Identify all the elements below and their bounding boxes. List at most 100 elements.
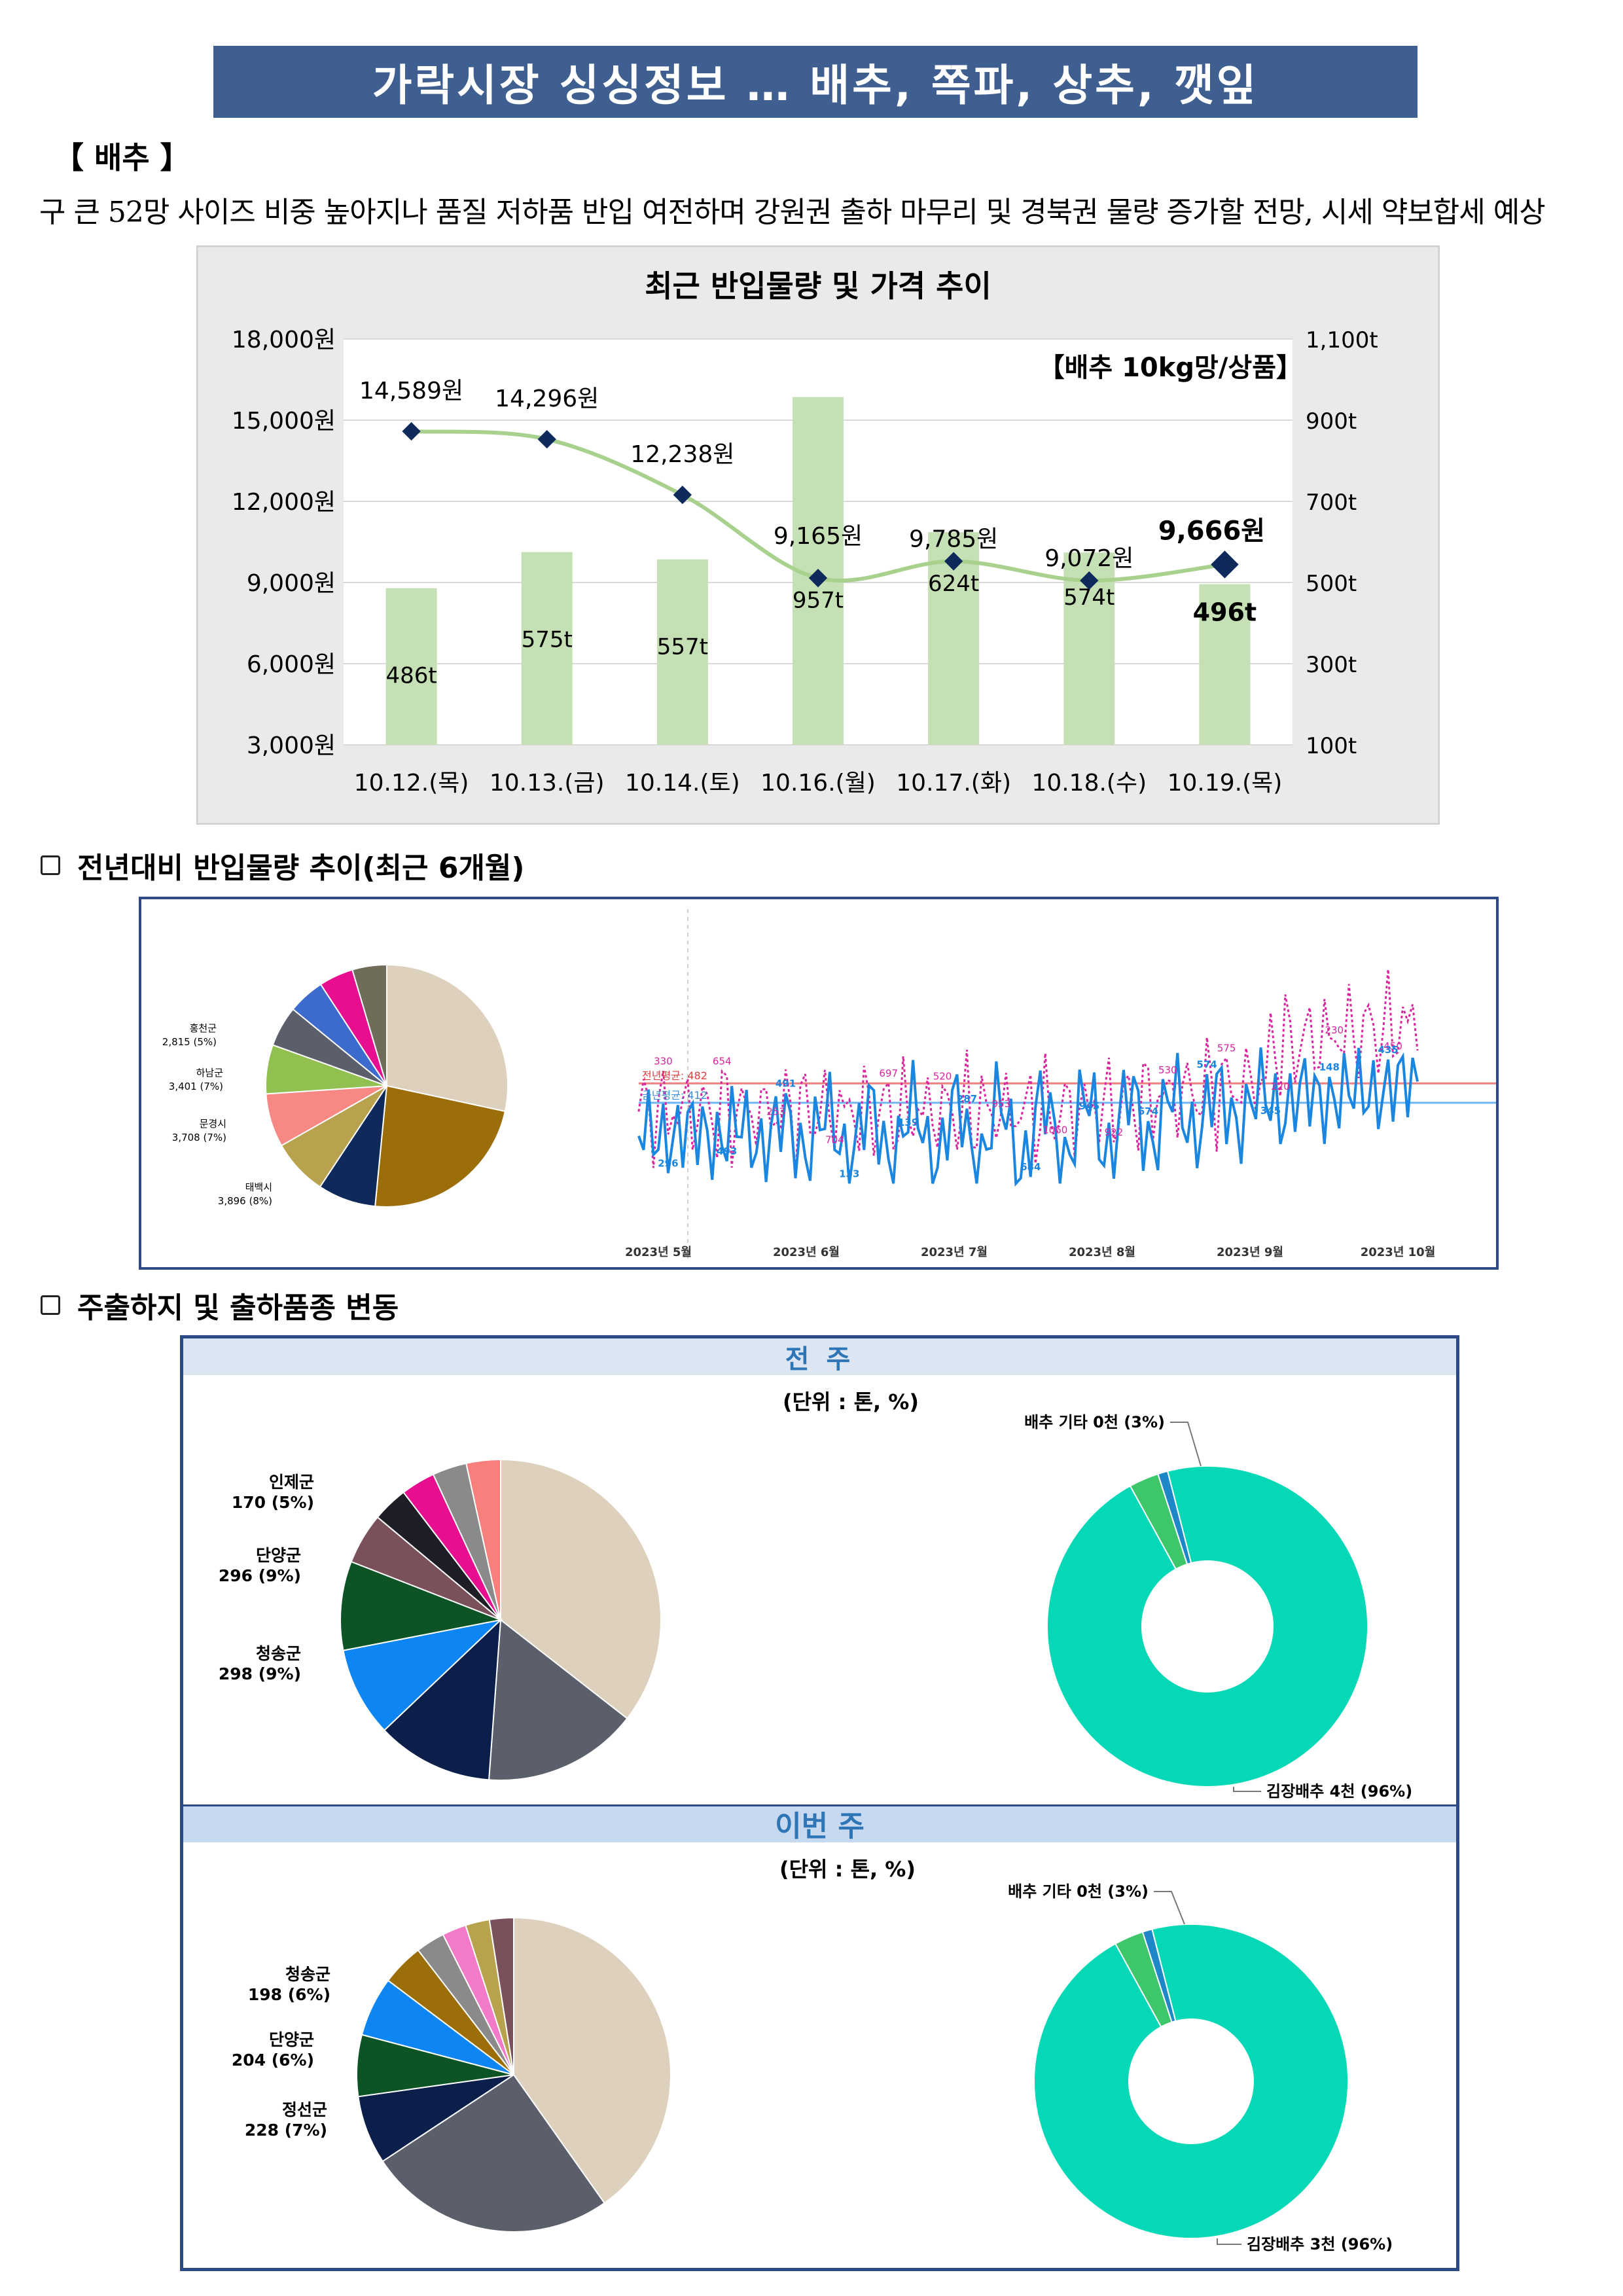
page-title: 가락시장 싱싱정보 … 배추, 쪽파, 상추, 깻잎 xyxy=(213,46,1418,118)
volume-bar xyxy=(1199,584,1251,745)
pie-slice xyxy=(488,1916,514,2075)
price-label: 12,238원 xyxy=(630,441,734,468)
leader-line xyxy=(1217,2238,1241,2245)
pie-label: 170 (5%) xyxy=(232,1493,314,1512)
price-label: 9,666원 xyxy=(1158,516,1265,546)
price-marker xyxy=(808,569,828,588)
pie-slice xyxy=(1046,1465,1368,1787)
category-label: 10.12.(목) xyxy=(354,770,469,797)
category-label: 10.13.(금) xyxy=(490,770,605,797)
pie-label: 청송군 xyxy=(285,1965,330,1984)
left-tick-label: 6,000원 xyxy=(247,651,336,678)
left-tick-label: 15,000원 xyxy=(232,408,336,435)
pie-label: 단양군 xyxy=(269,2030,314,2049)
pie-label: 문경시 xyxy=(200,1118,226,1130)
pie-label: 하남군 xyxy=(196,1067,224,1079)
this-year-point-label: 674 xyxy=(1138,1105,1158,1117)
yoy-charts: 태백시 3,896 (8%) 문경시 3,708 (7%) 하남군 3,401 (7%) 홍… xyxy=(162,909,1496,1259)
origin-charts: (단위 : 톤, %) (단위 : 톤, %) 청송군 298 (9%) 단양군 29… xyxy=(219,1390,1412,2253)
last-year-point-label: 253 xyxy=(766,1106,785,1118)
last-year-point-label: 230 xyxy=(1325,1024,1344,1036)
this-year-point-label: 345 xyxy=(1260,1105,1281,1117)
category-label: 10.19.(목) xyxy=(1168,770,1283,797)
origin-heading-text: 주출하지 및 출하품종 변동 xyxy=(77,1291,399,1325)
pie-label: 3,401 (7%) xyxy=(169,1081,223,1092)
ref-last-label: 전년평균: 482 xyxy=(642,1069,707,1082)
volume-label: 496t xyxy=(1193,598,1257,626)
price-label: 9,072원 xyxy=(1044,545,1133,572)
last-year-point-label: 520 xyxy=(933,1071,952,1083)
pie-slice xyxy=(1157,1470,1192,1566)
origin-panel: 전 주 이번 주 (단위 : 톤, %) (단위 : 톤, %) 청송군 298 … xyxy=(180,1335,1459,2271)
last-year-point-label: 1060 xyxy=(1043,1124,1067,1136)
right-tick-label: 100t xyxy=(1306,733,1357,759)
volume-bar xyxy=(385,588,437,745)
pie-slice xyxy=(351,963,387,1086)
yoy-origin-pie: 태백시 3,896 (8%) 문경시 3,708 (7%) 하남군 3,401 (7%) 홍… xyxy=(162,963,508,1208)
price-marker xyxy=(1080,571,1099,590)
last-year-point-label: 575 xyxy=(1217,1042,1236,1054)
this-year-point-label: 945 xyxy=(1079,1100,1099,1112)
this-year-point-label: 296 xyxy=(658,1157,678,1169)
pie-slice xyxy=(342,1619,503,1732)
pie-label: 인제군 xyxy=(269,1473,314,1492)
this-year-point-label: 287 xyxy=(957,1093,977,1105)
category-label: 10.18.(수) xyxy=(1031,770,1147,797)
yoy-panel: 태백시 3,896 (8%) 문경시 3,708 (7%) 하남군 3,401 (7%) 홍… xyxy=(139,897,1499,1270)
right-tick-label: 500t xyxy=(1306,571,1357,597)
prev-unit: (단위 : 톤, %) xyxy=(783,1390,919,1414)
this-year-point-label: 148 xyxy=(1319,1061,1340,1073)
left-tick-label: 18,000원 xyxy=(232,327,336,353)
pie-slice xyxy=(1033,1924,1349,2239)
donut-label: 김장배추 3천 (96%) xyxy=(1247,2235,1393,2253)
last-year-point-label: 450 xyxy=(1383,1041,1402,1052)
last-year-point-label: 530 xyxy=(1158,1064,1177,1076)
last-year-point-label: 330 xyxy=(654,1055,673,1067)
last-year-point-label: 697 xyxy=(879,1067,898,1079)
pie-slice xyxy=(357,2074,514,2162)
donut-label: 김장배추 4천 (96%) xyxy=(1266,1782,1412,1801)
checkbox-icon xyxy=(41,855,60,875)
pie-slice xyxy=(386,963,508,1113)
left-tick-label: 3,000원 xyxy=(247,732,336,759)
volume-label: 557t xyxy=(657,634,708,660)
month-tick-label: 2023년 10월 xyxy=(1361,1246,1436,1259)
pie-label: 태백시 xyxy=(245,1181,272,1193)
panel-divider xyxy=(183,1804,1456,1806)
last-year-point-label: 953 xyxy=(992,1098,1011,1109)
pie-label: 298 (9%) xyxy=(219,1664,301,1683)
prev-week-title: 전 주 xyxy=(183,1338,1456,1375)
last-year-line xyxy=(637,969,1419,1175)
pie-label: 정선군 xyxy=(282,2100,327,2119)
prev-variety-donut: 배추 기타 0천 (3%) 김장배추 4천 (96%) xyxy=(1024,1413,1412,1801)
month-tick-label: 2023년 8월 xyxy=(1069,1246,1135,1259)
volume-label: 957t xyxy=(793,588,844,614)
this-year-point-label: 139 xyxy=(898,1117,918,1128)
leader-line xyxy=(1170,1422,1202,1467)
right-axis: 1,100t 900t 700t 500t 300t 100t xyxy=(1306,327,1378,759)
category-label: 10.14.(토) xyxy=(625,770,740,797)
volume-label: 486t xyxy=(385,663,437,689)
yoy-heading: 전년대비 반입물량 추이(최근 6개월) xyxy=(41,844,525,886)
pie-label: 2,815 (5%) xyxy=(162,1036,217,1048)
curr-unit: (단위 : 톤, %) xyxy=(779,1857,916,1882)
pie-slice xyxy=(374,1085,507,1208)
yoy-heading-text: 전년대비 반입물량 추이(최근 6개월) xyxy=(77,852,525,885)
pie-slice xyxy=(500,1458,662,1719)
pie-slice xyxy=(340,1560,503,1651)
this-week-title: 이번 주 xyxy=(183,1804,1456,1843)
price-marker xyxy=(537,429,556,449)
price-line: 14,589원 14,296원 12,238원 9,165원 9,785원 9,072원 9… xyxy=(359,378,1265,590)
month-tick-label: 2023년 5월 xyxy=(625,1246,692,1259)
last-year-point-label: 704 xyxy=(825,1134,844,1146)
right-tick-label: 300t xyxy=(1306,652,1357,678)
price-marker xyxy=(1211,550,1239,579)
this-year-point-label: 684 xyxy=(1020,1161,1041,1173)
ref-this-label: 금년평균: 412 xyxy=(642,1089,707,1102)
pie-label: 296 (9%) xyxy=(219,1566,301,1585)
right-tick-label: 900t xyxy=(1306,408,1357,435)
product-badge: 【배추 10kg망/상품】 xyxy=(1039,353,1302,383)
